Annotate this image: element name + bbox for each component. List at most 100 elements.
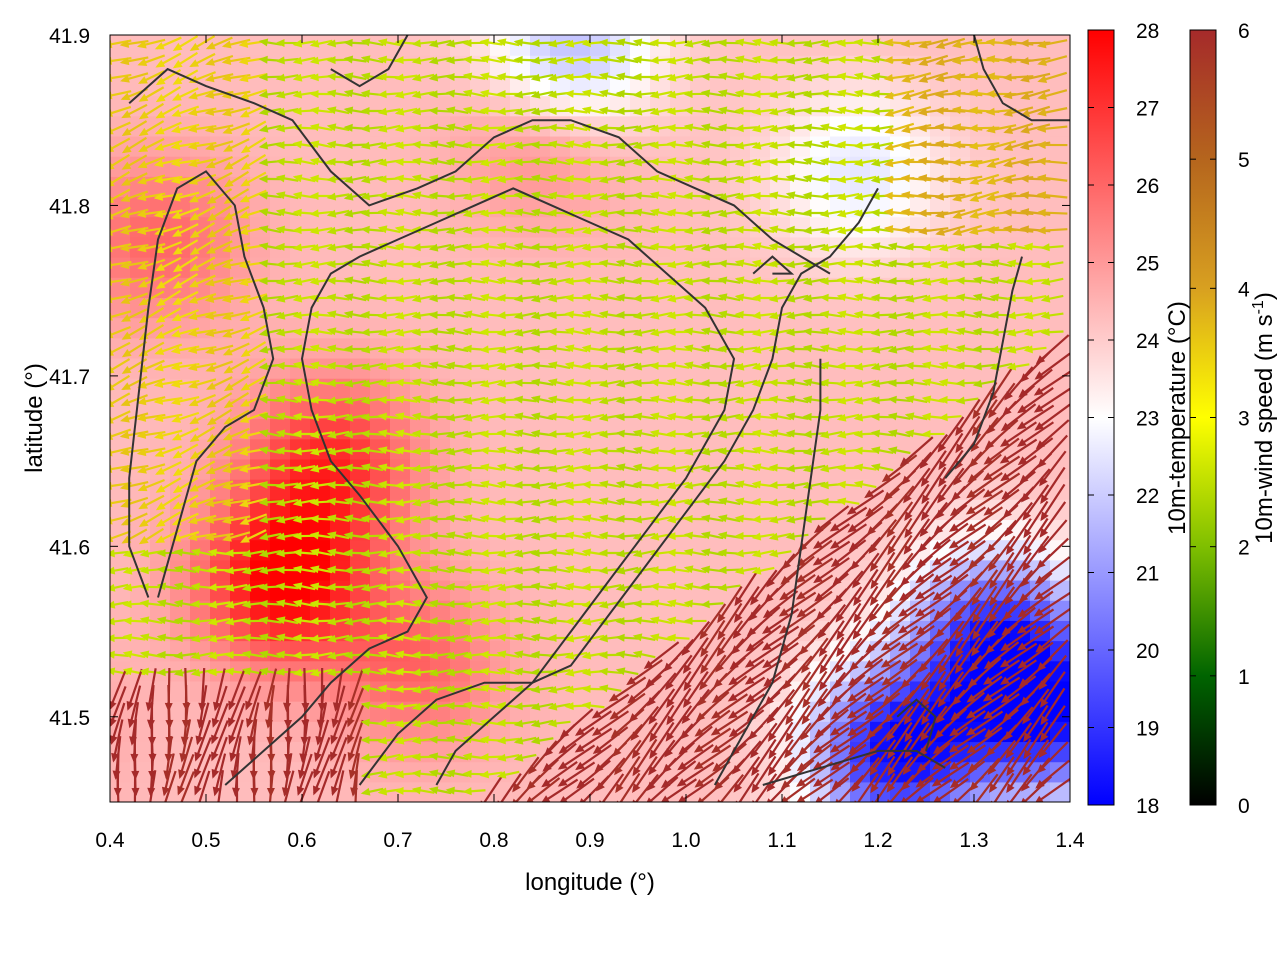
wind-arrow-head xyxy=(649,277,660,286)
wind-arrow-head xyxy=(292,361,303,370)
wind-arrow-head xyxy=(564,310,574,319)
wind-arrow-shaft xyxy=(527,758,559,790)
wind-arrow-head xyxy=(136,209,147,218)
temperature-cell xyxy=(790,135,811,157)
temperature-cell xyxy=(390,620,411,642)
wind-arrow-head xyxy=(221,108,232,117)
wind-arrow-head xyxy=(428,260,439,269)
wind-arrow-head xyxy=(326,651,337,660)
temperature-cell xyxy=(650,176,671,198)
wind-arrow-head xyxy=(665,680,674,691)
temperature-cell xyxy=(950,257,971,278)
wind-arrow-head xyxy=(326,514,337,523)
wind-arrow-head xyxy=(615,396,625,405)
wind-arrow-head xyxy=(313,785,321,796)
wind-arrow-head xyxy=(649,429,660,438)
temperature-cell xyxy=(570,438,591,460)
wind-arrow-head xyxy=(496,396,506,405)
temperature-cell xyxy=(530,579,551,601)
wind-arrow-head xyxy=(649,124,660,133)
wind-arrow-head xyxy=(479,701,490,710)
wind-arrow-head xyxy=(683,294,693,303)
wind-arrow-head xyxy=(292,412,302,421)
wind-arrow-head xyxy=(360,242,371,251)
wind-arrow-head xyxy=(649,107,660,116)
wind-arrow-head xyxy=(377,719,387,728)
wind-arrow-head xyxy=(238,482,249,491)
temperature-cell xyxy=(830,378,851,399)
temperature-cell xyxy=(1050,600,1070,621)
wind-arrow-shaft xyxy=(248,702,260,744)
wind-arrow-head xyxy=(326,668,336,677)
wind-arrow-head xyxy=(559,796,568,802)
wind-arrow-head xyxy=(239,109,250,118)
temperature-cell xyxy=(610,418,631,440)
wind-arrow-head xyxy=(496,192,506,201)
wind-arrow-head xyxy=(258,294,268,303)
wind-arrow-head xyxy=(649,378,660,387)
temperature-cell xyxy=(610,741,631,763)
wind-arrow-head xyxy=(156,549,166,558)
wind-arrow-head xyxy=(275,599,286,608)
wind-arrow-head xyxy=(343,226,353,235)
wind-arrow-head xyxy=(122,633,133,642)
wind-arrow-head xyxy=(547,56,558,65)
temperature-cell xyxy=(850,257,871,278)
wind-arrow-head xyxy=(428,243,439,252)
wind-arrow-head xyxy=(479,293,490,302)
wind-arrow-shaft xyxy=(528,740,558,774)
temperature-cell xyxy=(290,75,311,97)
wind-arrow-head xyxy=(110,348,115,356)
wind-arrow-head xyxy=(239,313,250,322)
temperature-cell xyxy=(270,297,291,319)
temperature-cell xyxy=(870,35,891,56)
temperature-cell xyxy=(490,579,511,601)
wind-arrow-head xyxy=(564,464,575,473)
wind-arrow-head xyxy=(138,76,148,84)
wind-arrow-head xyxy=(377,141,388,150)
temperature-cell xyxy=(510,297,531,319)
wind-arrow-head xyxy=(513,650,524,659)
temperature-cell xyxy=(690,317,711,339)
temperature-cell xyxy=(750,418,771,440)
temperature-cell xyxy=(750,35,771,56)
wind-arrow-head xyxy=(564,599,574,608)
wind-arrow-head xyxy=(598,72,609,81)
wind-arrow-head xyxy=(683,209,693,218)
wind-arrow-head xyxy=(275,650,285,659)
wind-arrow-head xyxy=(666,447,676,456)
wind-arrow-head xyxy=(119,261,130,270)
wind-arrow-head xyxy=(547,174,558,183)
temperature-cell xyxy=(130,781,151,802)
temperature-cell xyxy=(510,539,531,561)
wind-arrow-head xyxy=(496,276,507,285)
temperature-cell xyxy=(430,35,451,56)
temperature-cell xyxy=(770,257,791,278)
wind-arrow-head xyxy=(462,344,472,353)
wind-arrow-head xyxy=(664,748,673,758)
wind-arrow-head xyxy=(120,414,130,423)
wind-arrow-head xyxy=(462,362,472,371)
temperature-cell xyxy=(190,337,211,359)
wind-arrow-head xyxy=(360,38,371,47)
wind-arrow-head xyxy=(377,770,388,779)
wind-arrow-shaft xyxy=(268,769,274,802)
wind-arrow-head xyxy=(564,481,574,490)
wind-arrow-head xyxy=(223,161,234,170)
wind-arrow-head xyxy=(428,685,439,694)
temperature-cell xyxy=(130,458,151,480)
temperature-cell xyxy=(970,115,991,137)
wind-arrow-head xyxy=(292,378,303,387)
wind-arrow-head xyxy=(479,684,490,693)
wind-arrow-head xyxy=(513,719,524,728)
wind-arrow-head xyxy=(137,465,147,474)
temperature-cell xyxy=(690,499,711,521)
wind-arrow-head xyxy=(247,735,256,746)
temperature-cell xyxy=(650,438,671,460)
wind-arrow-head xyxy=(223,179,234,188)
wind-arrow-head xyxy=(394,277,404,286)
temperature-cell xyxy=(490,317,511,339)
wind-arrow-head xyxy=(224,634,234,643)
wind-arrow-head xyxy=(428,464,439,473)
wind-arrow-head xyxy=(615,107,625,116)
